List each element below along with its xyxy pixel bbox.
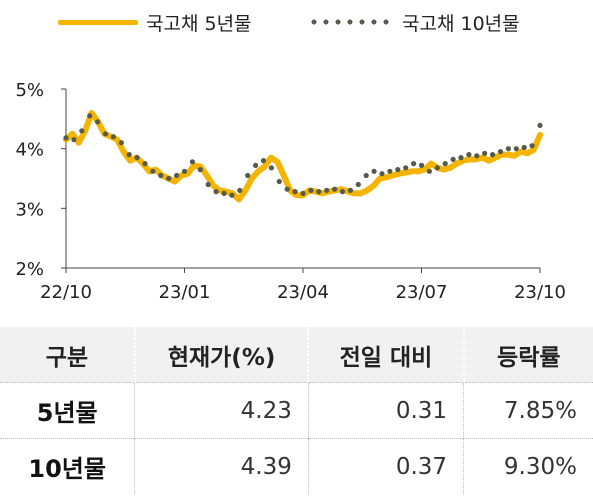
cell-change-rate: 7.85% bbox=[463, 382, 593, 439]
chart-axes: 5% 4% 3% 2%22/10 23/01 23/04 23/07 23/10 bbox=[15, 80, 566, 303]
legend-item-5y: 국고채 5년물 bbox=[58, 8, 252, 36]
series-10y-point bbox=[355, 181, 361, 188]
series-10y-point bbox=[442, 161, 448, 167]
series-10y-point bbox=[332, 186, 338, 192]
row-label: 10년물 bbox=[0, 438, 135, 494]
legend-label-10y: 국고채 10년물 bbox=[402, 12, 520, 35]
series-10y-point bbox=[339, 189, 346, 195]
series-10y-point bbox=[497, 149, 504, 155]
chart-legend: 국고채 5년물 국고채 10년물 bbox=[58, 8, 578, 36]
series-10y-point bbox=[308, 187, 314, 193]
series-10y-point bbox=[529, 143, 535, 149]
series-10y-point bbox=[71, 137, 77, 143]
series-10y-point bbox=[418, 162, 425, 168]
series-10y-point bbox=[205, 181, 211, 188]
series-10y-point bbox=[466, 152, 472, 158]
series-10y-point bbox=[276, 178, 282, 185]
series-10y-point bbox=[450, 156, 456, 162]
series-10y-point bbox=[411, 161, 417, 167]
series-10y-point bbox=[118, 140, 124, 146]
x-tick-label: 23/04 bbox=[277, 282, 329, 303]
series-10y-point bbox=[521, 144, 527, 151]
legend-item-10y: 국고채 10년물 bbox=[308, 8, 520, 36]
series-10y-point bbox=[363, 172, 369, 179]
series-10y-point bbox=[87, 113, 93, 119]
y-tick-label: 3% bbox=[15, 199, 44, 220]
series-10y-point bbox=[371, 168, 377, 174]
series-10y-point bbox=[95, 119, 101, 125]
series-10y-point bbox=[102, 131, 109, 137]
series-10y-point bbox=[174, 172, 180, 179]
series-10y-point bbox=[292, 189, 298, 195]
series-10y bbox=[63, 113, 543, 198]
cell-change-rate: 9.30% bbox=[463, 438, 593, 494]
x-tick-label: 23/10 bbox=[514, 282, 566, 303]
series-10y-point bbox=[181, 168, 188, 174]
series-10y-point bbox=[482, 150, 488, 156]
series-10y-point bbox=[474, 153, 480, 159]
cell-daily-change: 0.31 bbox=[307, 382, 464, 439]
series-10y-point bbox=[260, 158, 267, 164]
table-row: 10년물 4.39 0.37 9.30% bbox=[0, 438, 593, 494]
series-10y-point bbox=[490, 152, 496, 158]
row-label: 5년물 bbox=[0, 382, 135, 439]
series-10y-point bbox=[197, 167, 203, 173]
y-tick-label: 4% bbox=[15, 140, 44, 161]
series-10y-point bbox=[134, 155, 140, 161]
series-10y-point bbox=[166, 175, 172, 182]
series-10y-point bbox=[110, 134, 116, 140]
series-10y-point bbox=[434, 165, 440, 171]
header-change-rate: 등락률 bbox=[462, 327, 593, 383]
x-tick-label: 22/10 bbox=[40, 282, 92, 303]
series-10y-point bbox=[324, 187, 330, 193]
series-10y-point bbox=[387, 168, 393, 174]
series-10y-point bbox=[426, 168, 432, 174]
series-10y-point bbox=[284, 186, 290, 192]
series-10y-point bbox=[268, 165, 274, 171]
series-10y-point bbox=[316, 189, 322, 195]
y-tick-label: 2% bbox=[15, 259, 44, 280]
series-10y-point bbox=[126, 152, 132, 158]
table-row: 5년물 4.23 0.31 7.85% bbox=[0, 382, 593, 439]
cell-daily-change: 0.37 bbox=[307, 438, 464, 494]
header-category: 구분 bbox=[45, 344, 89, 371]
series-10y-point bbox=[300, 190, 306, 196]
series-10y-point bbox=[213, 189, 219, 195]
series-10y-point bbox=[347, 187, 353, 193]
line-chart: 5% 4% 3% 2%22/10 23/01 23/04 23/07 23/10 bbox=[15, 80, 566, 303]
yield-table: 구분 현재가(%) 전일 대비 등락률 5년물 4.23 0.31 7.85% … bbox=[0, 327, 593, 494]
series-10y-point bbox=[221, 190, 227, 196]
cell-current-price: 4.23 bbox=[134, 382, 309, 439]
series-10y-point bbox=[158, 172, 164, 179]
series-10y-point bbox=[379, 171, 385, 177]
series-10y-point bbox=[513, 146, 519, 152]
series-10y-point bbox=[237, 187, 243, 193]
header-current-price: 현재가(%) bbox=[133, 327, 309, 383]
series-10y-point bbox=[458, 155, 464, 161]
x-tick-label: 23/07 bbox=[396, 282, 448, 303]
series-10y-point bbox=[253, 162, 259, 168]
table-header-row: 구분 현재가(%) 전일 대비 등락률 bbox=[0, 327, 593, 383]
series-10y-point bbox=[189, 159, 195, 165]
header-daily-change: 전일 대비 bbox=[307, 327, 464, 383]
series-10y-point bbox=[403, 165, 409, 171]
series-10y-point bbox=[395, 167, 401, 173]
cell-current-price: 4.39 bbox=[134, 438, 309, 494]
series-10y-point bbox=[229, 192, 235, 198]
series-10y-point bbox=[245, 172, 251, 179]
series-10y-point bbox=[537, 122, 543, 128]
series-10y-point bbox=[505, 146, 511, 152]
series-10y-point bbox=[63, 135, 69, 141]
x-tick-label: 23/01 bbox=[159, 282, 211, 303]
series-10y-point bbox=[79, 128, 85, 134]
series-10y-point bbox=[150, 168, 156, 174]
y-tick-label: 5% bbox=[15, 80, 44, 101]
legend-swatch-5y bbox=[58, 19, 138, 25]
legend-label-5y: 국고채 5년물 bbox=[146, 12, 252, 35]
series-10y-point bbox=[142, 161, 148, 167]
legend-swatch-10y bbox=[308, 19, 392, 25]
